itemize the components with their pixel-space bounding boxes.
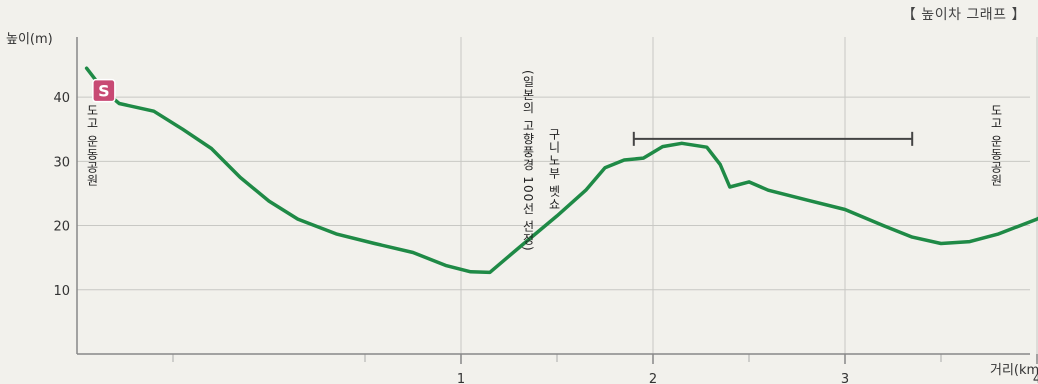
- x-tick-label: 4: [1033, 372, 1038, 384]
- start-marker: [92, 78, 116, 103]
- graph-title: 【 높이차 그래프 】: [901, 7, 1026, 23]
- start-marker-letter: S: [98, 82, 110, 101]
- x-tick-label: 1: [457, 372, 465, 384]
- y-tick-label: 30: [53, 155, 70, 170]
- y-tick-label: 40: [53, 91, 70, 106]
- x-axis-label: 거리(km): [990, 363, 1038, 378]
- y-axis-label: 높이(m): [6, 32, 53, 47]
- center-label-b: 구니노부 벳쇼: [547, 128, 561, 211]
- finish-label: 도고 운동공원: [989, 104, 1003, 187]
- y-tick-label: 10: [53, 284, 70, 299]
- elevation-line: [84, 66, 1038, 275]
- y-tick-label: 20: [53, 220, 70, 235]
- x-tick-label: 2: [649, 372, 657, 384]
- start-label: 도고 운동공원: [85, 104, 99, 187]
- x-tick-label: 3: [841, 372, 849, 384]
- center-label-a: (일본의 고향풍경 100선 선정): [521, 70, 535, 252]
